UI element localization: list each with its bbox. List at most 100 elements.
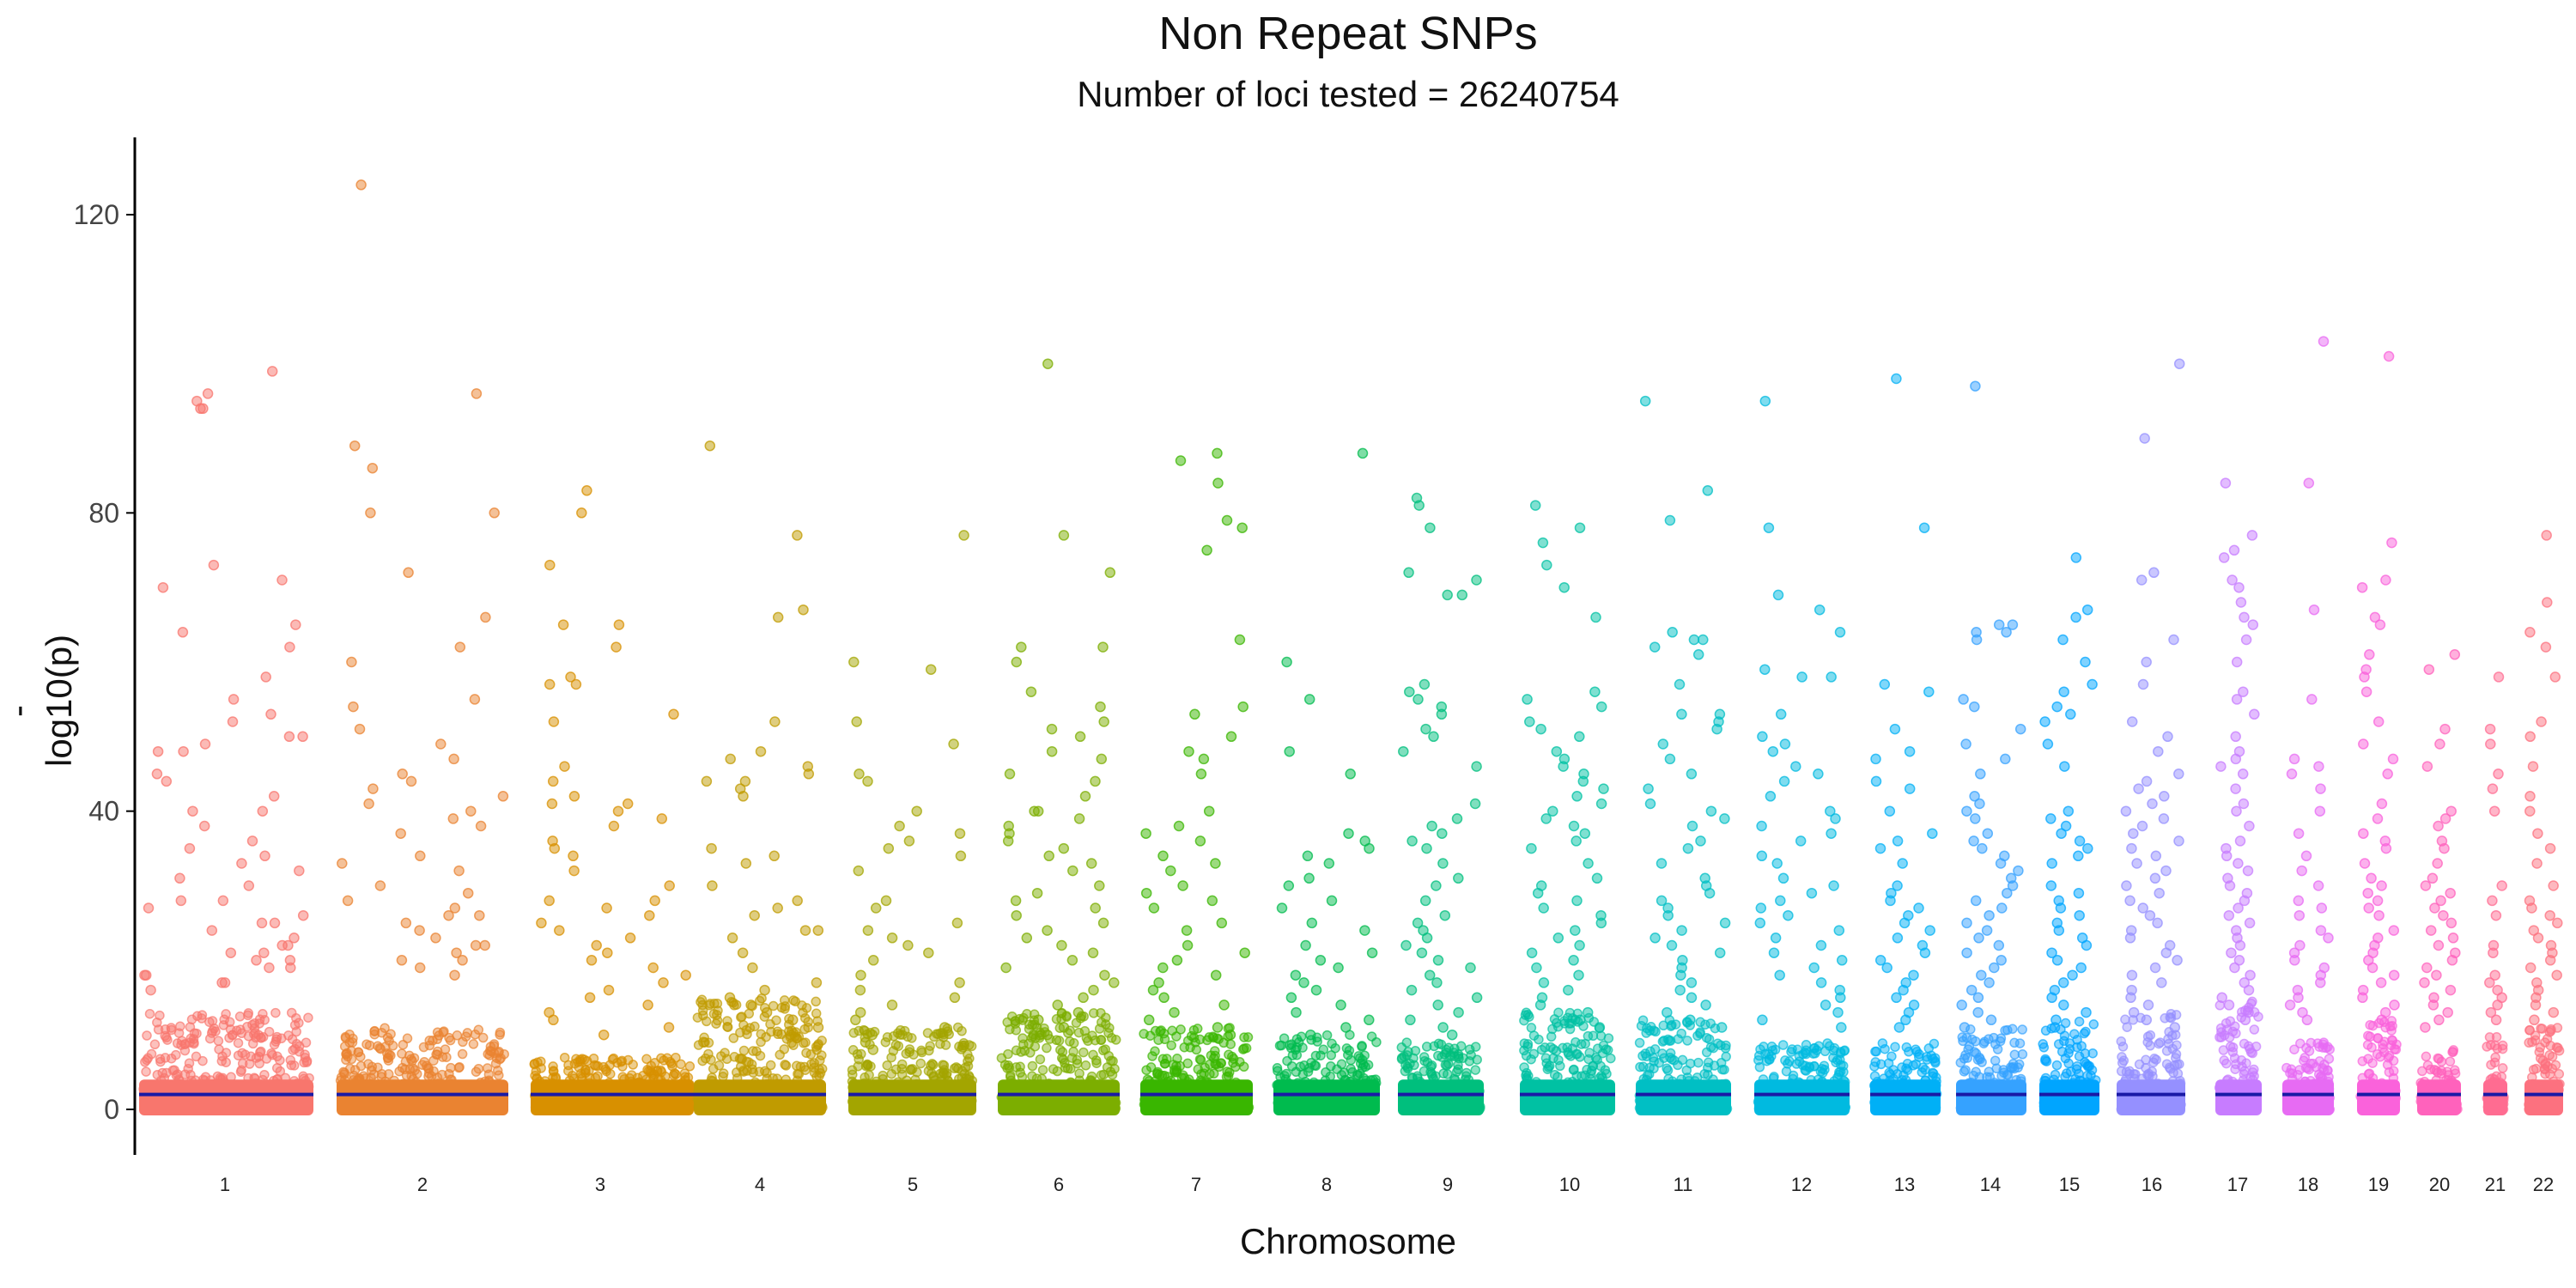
snp-point [2216,1032,2227,1042]
snp-point [1598,783,1609,794]
snp-point [2144,909,2156,921]
chromosome-4-points [692,440,828,1115]
snp-point [1027,1060,1038,1072]
snp-point [1902,1059,1913,1069]
snp-point [692,1012,703,1023]
snp-point [568,791,580,802]
snp-point [474,909,485,921]
snp-point [1595,701,1607,713]
snp-point [2002,887,2013,899]
snp-point [1432,955,1444,966]
snp-point [2160,1013,2170,1024]
snp-point [354,723,366,735]
snp-point [1167,1025,1177,1036]
snp-point [1239,1043,1249,1054]
snp-point [342,1048,352,1059]
snp-point [2074,909,2085,921]
snp-point [854,1025,864,1036]
snp-point [1431,880,1442,891]
snp-point [1519,1038,1530,1048]
snp-point [1224,1029,1236,1041]
snp-point [2374,619,2386,630]
snp-point [2446,955,2458,966]
snp-point [2419,977,2430,988]
snp-point [1194,1054,1206,1065]
snp-point [799,1024,810,1035]
snp-point [707,880,718,891]
snp-point [1310,1050,1321,1061]
snp-point [1208,1032,1219,1043]
chromosome-14-points [1955,380,2028,1115]
snp-point [1437,828,1448,839]
snp-point [1332,1064,1342,1074]
snp-point [2117,1042,2129,1052]
x-tick-label: 11 [1674,1174,1693,1195]
snp-density-band [1870,1079,1941,1115]
snp-point [1096,753,1108,765]
snp-point [848,1045,859,1055]
x-tick-label: 6 [1054,1174,1064,1195]
snp-point [1469,798,1481,810]
snp-point [1770,1044,1781,1055]
snp-point [737,947,749,958]
snp-point [1977,842,1988,854]
snp-point [1976,969,1987,981]
snp-point [141,1066,151,1077]
snp-point [1806,887,1818,899]
snp-point [1889,723,1901,735]
snp-point [2117,1052,2127,1062]
snp-point [626,1070,637,1080]
snp-point [1971,1066,1981,1078]
snp-point [2448,1047,2458,1057]
snp-point [1874,842,1886,854]
snp-point [1224,1067,1235,1078]
snp-point [2420,880,2432,891]
snp-point [662,1053,672,1063]
snp-point [1960,1049,1971,1060]
snp-point [1649,641,1661,653]
snp-point [183,1063,193,1074]
snp-point [1169,1065,1180,1075]
snp-point [2299,1055,2309,1066]
snp-point [759,984,770,996]
snp-point [1568,820,1580,832]
snp-point [957,1040,968,1051]
snp-point [847,1065,858,1075]
chromosome-22-points [2524,530,2565,1115]
snp-point [227,716,239,727]
snp-point [1335,999,1346,1011]
snp-point [265,708,276,720]
snp-point [1956,999,1967,1011]
snp-point [2388,925,2400,936]
snp-point [157,581,169,593]
snp-point [1558,581,1570,593]
snp-point [287,1034,298,1045]
snp-point [2142,1031,2154,1042]
snp-point [2125,992,2136,1004]
snp-point [2058,686,2069,697]
snp-point [355,1051,366,1062]
snp-point [1073,813,1085,824]
snp-point [1686,820,1698,832]
snp-point [793,1069,805,1079]
snp-point [1575,1052,1585,1062]
snp-point [1702,485,1714,496]
snp-point [1908,969,1919,981]
snp-point [1213,1061,1224,1072]
snp-point [1225,1039,1236,1049]
snp-point [401,1070,412,1081]
snp-point [812,925,824,936]
snp-point [1030,1041,1041,1052]
snp-point [254,1058,264,1069]
snp-point [1466,1050,1476,1060]
snp-point [2059,761,2070,772]
snp-point [253,1030,264,1040]
snp-point [756,1029,767,1039]
snp-point [1291,1006,1302,1018]
x-tick-label: 4 [755,1174,765,1195]
snp-point [1538,902,1549,914]
snp-point [1225,731,1237,743]
snp-point [338,1066,349,1078]
snp-point [601,902,612,914]
snp-point [1303,872,1315,884]
